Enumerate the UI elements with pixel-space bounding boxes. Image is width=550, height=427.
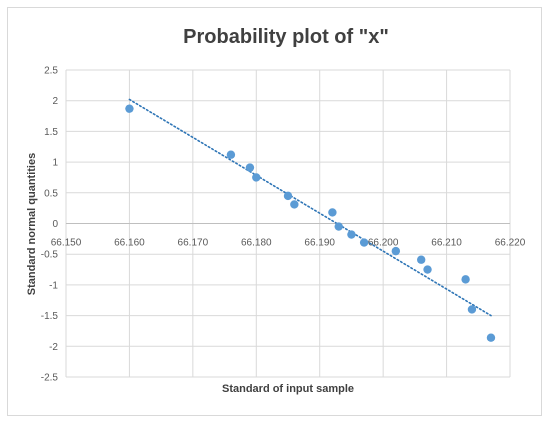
- chart-title: Probability plot of "x": [183, 26, 389, 48]
- y-tick-label: -2: [49, 342, 58, 353]
- y-tick-label: -1.5: [41, 311, 59, 322]
- y-tick-label: 0.5: [44, 188, 58, 199]
- y-tick-label: 1.5: [44, 127, 58, 138]
- data-point: [283, 191, 293, 201]
- y-tick-label: -1: [49, 280, 58, 291]
- x-tick-label: 66.210: [431, 238, 462, 249]
- y-tick-label: 2.5: [44, 66, 58, 77]
- y-tick-label: 0: [52, 219, 58, 230]
- data-point: [226, 150, 236, 159]
- data-point: [245, 163, 255, 172]
- data-point: [391, 246, 401, 256]
- y-tick-label: 2: [52, 96, 58, 107]
- data-point: [328, 208, 337, 217]
- y-tick-label: 1: [52, 158, 58, 169]
- data-point: [467, 305, 477, 314]
- x-tick-label: 66.160: [114, 238, 145, 249]
- data-point: [359, 238, 369, 247]
- data-point: [423, 265, 432, 274]
- x-tick-label: 66.200: [368, 238, 399, 249]
- x-tick-label: 66.180: [241, 238, 272, 249]
- data-points: [125, 104, 496, 342]
- x-tick-label: 66.190: [304, 238, 335, 249]
- x-tick-label: 66.150: [51, 238, 82, 249]
- data-point: [486, 333, 496, 342]
- y-tick-label: -2.5: [41, 373, 59, 384]
- x-tick-label: 66.170: [178, 238, 209, 249]
- data-point: [461, 275, 470, 284]
- x-tick-label: 66.220: [495, 238, 526, 249]
- data-point: [347, 230, 356, 239]
- x-tick-labels: 66.150 66.160 66.170 66.180 66.190 66.200 66.2…: [51, 238, 526, 249]
- data-point: [290, 200, 299, 209]
- data-point: [252, 173, 261, 182]
- data-point: [334, 222, 343, 231]
- data-point: [125, 104, 134, 113]
- x-axis-label: Standard of input sample: [222, 383, 354, 395]
- y-axis-label: Standard normal quantities: [26, 153, 38, 295]
- chart-frame: [7, 7, 542, 416]
- trendline: [128, 98, 492, 317]
- y-tick-label: -0.5: [41, 250, 59, 261]
- data-point: [417, 255, 426, 264]
- y-tick-labels: 2.5 2 1.5 1 0.5 0 -0.5 -1 -1.5 -2 -2.5: [41, 66, 59, 384]
